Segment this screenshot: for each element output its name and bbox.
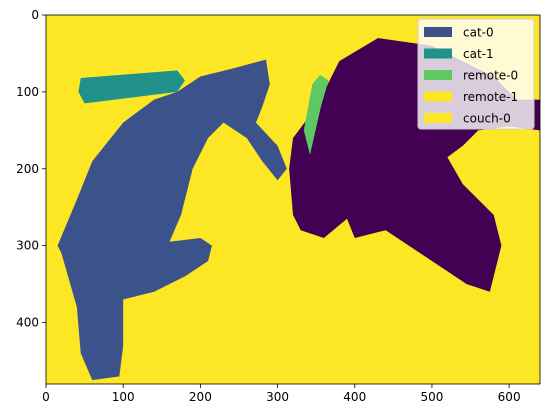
remote-0-region xyxy=(303,74,329,155)
x-tick-label: 500 xyxy=(420,390,443,404)
y-tick-label: 0 xyxy=(31,8,39,22)
legend-swatch xyxy=(424,27,452,37)
x-tick-label: 600 xyxy=(498,390,521,404)
y-tick-label: 400 xyxy=(16,316,39,330)
axes-frame xyxy=(45,14,541,385)
x-tick-label: 400 xyxy=(343,390,366,404)
legend-swatch xyxy=(424,70,452,80)
cat-1-region xyxy=(78,70,185,104)
legend: cat-0 cat-1 remote-0 remote-1 couch-0 xyxy=(417,18,535,130)
legend-label: remote-1 xyxy=(463,90,518,104)
legend-swatch xyxy=(424,91,452,102)
x-tick-label: 0 xyxy=(42,390,50,404)
legend-label: remote-0 xyxy=(463,69,518,83)
x-tick-label: 300 xyxy=(266,390,289,404)
legend-swatch xyxy=(424,48,452,59)
legend-label: couch-0 xyxy=(463,112,511,126)
x-tick-label: 100 xyxy=(112,390,135,404)
y-tick-label: 100 xyxy=(16,85,39,99)
y-tick-label: 200 xyxy=(16,162,39,176)
cat-0-region xyxy=(57,59,287,381)
x-tick-label: 200 xyxy=(189,390,212,404)
legend-label: cat-0 xyxy=(463,26,494,40)
legend-swatch xyxy=(424,113,452,123)
y-tick-label: 300 xyxy=(16,239,39,253)
legend-label: cat-1 xyxy=(463,47,494,61)
